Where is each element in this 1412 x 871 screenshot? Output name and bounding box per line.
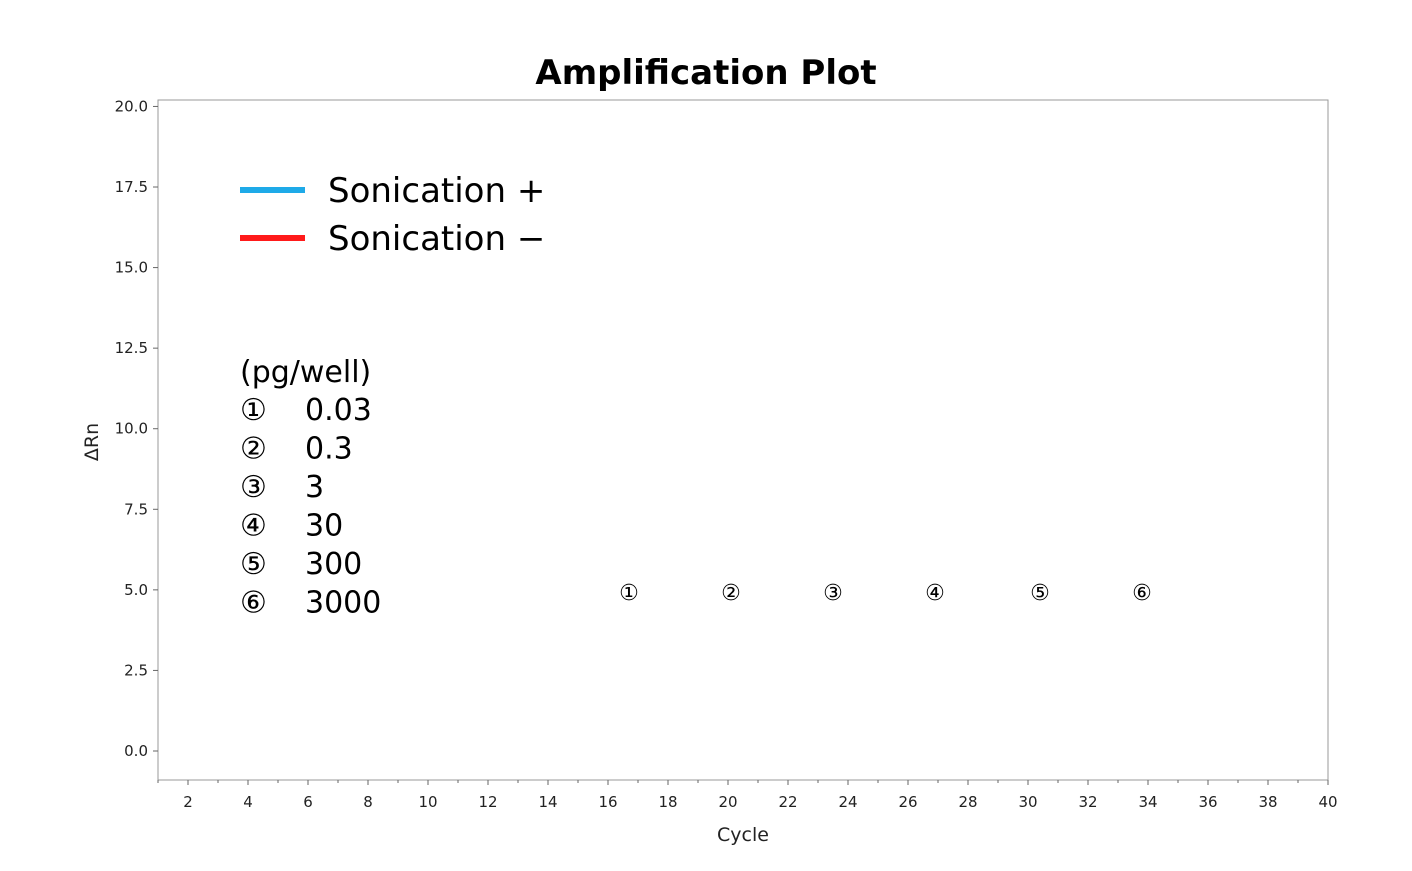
x-tick-label: 36 (1198, 793, 1217, 811)
x-tick-label: 12 (478, 793, 497, 811)
y-tick-label: 10.0 (115, 420, 148, 438)
x-tick-label: 28 (958, 793, 977, 811)
legend-label: Sonication + (328, 171, 545, 211)
y-tick-label: 5.0 (124, 581, 148, 599)
x-tick-label: 14 (538, 793, 557, 811)
x-tick-label: 8 (363, 793, 373, 811)
y-tick-label: 12.5 (115, 339, 148, 357)
plot-frame (157, 99, 1329, 781)
y-tick-label: 17.5 (115, 178, 148, 196)
x-tick-label: 20 (718, 793, 737, 811)
concentration-marker: ④ (240, 509, 267, 544)
concentration-value: 3 (305, 470, 324, 505)
concentration-marker: ② (240, 432, 267, 467)
concentration-value: 0.03 (305, 393, 372, 428)
x-tick-label: 26 (898, 793, 917, 811)
concentration-marker: ① (240, 393, 267, 428)
y-tick-label: 0.0 (124, 742, 148, 760)
concentration-value: 0.3 (305, 432, 353, 467)
x-tick-label: 2 (183, 793, 193, 811)
y-tick-label: 15.0 (115, 259, 148, 277)
x-tick-label: 34 (1138, 793, 1157, 811)
x-tick-label: 38 (1258, 793, 1277, 811)
concentration-value: 30 (305, 509, 343, 544)
curve-annotation: ⑥ (1132, 581, 1152, 606)
x-tick-label: 18 (658, 793, 677, 811)
concentration-marker: ⑥ (240, 586, 267, 621)
concentration-value: 3000 (305, 586, 381, 621)
axes: 2 4 6 8 10 12 14 16 18 20 22 24 26 28 30 32 34 36 38 400.02… (115, 97, 1338, 811)
y-tick-label: 7.5 (124, 500, 148, 518)
curve-annotation: ④ (925, 581, 945, 606)
curve-annotation: ① (619, 581, 639, 606)
curve-annotation: ② (721, 581, 741, 606)
concentration-marker: ⑤ (240, 547, 267, 582)
x-tick-label: 22 (778, 793, 797, 811)
x-tick-label: 10 (418, 793, 437, 811)
y-axis-label: ΔRn (81, 423, 103, 461)
curve-annotation: ⑤ (1030, 581, 1050, 606)
legend: Sonication + Sonication − (240, 171, 545, 259)
concentration-value: 300 (305, 547, 362, 582)
x-tick-label: 6 (303, 793, 313, 811)
y-tick-label: 20.0 (115, 97, 148, 115)
x-tick-label: 32 (1078, 793, 1097, 811)
curve-annotations: ① ② ③ ④ ⑤ ⑥ (619, 581, 1152, 606)
concentration-marker: ③ (240, 470, 267, 505)
x-tick-label: 4 (243, 793, 253, 811)
y-tick-label: 2.5 (124, 661, 148, 679)
curve-annotation: ③ (823, 581, 843, 606)
x-tick-label: 24 (838, 793, 857, 811)
x-tick-label: 40 (1318, 793, 1337, 811)
chart-title: Amplification Plot (535, 53, 876, 93)
legend-label: Sonication − (328, 219, 545, 259)
x-tick-label: 30 (1018, 793, 1037, 811)
x-axis-label: Cycle (717, 824, 769, 846)
concentration-key: (pg/well)① 0.03 ② 0.3 ③ 3 ④ 30 ⑤ 300 ⑥ 3000 (240, 355, 381, 621)
x-tick-label: 16 (598, 793, 617, 811)
concentration-unit-label: (pg/well) (240, 355, 371, 390)
